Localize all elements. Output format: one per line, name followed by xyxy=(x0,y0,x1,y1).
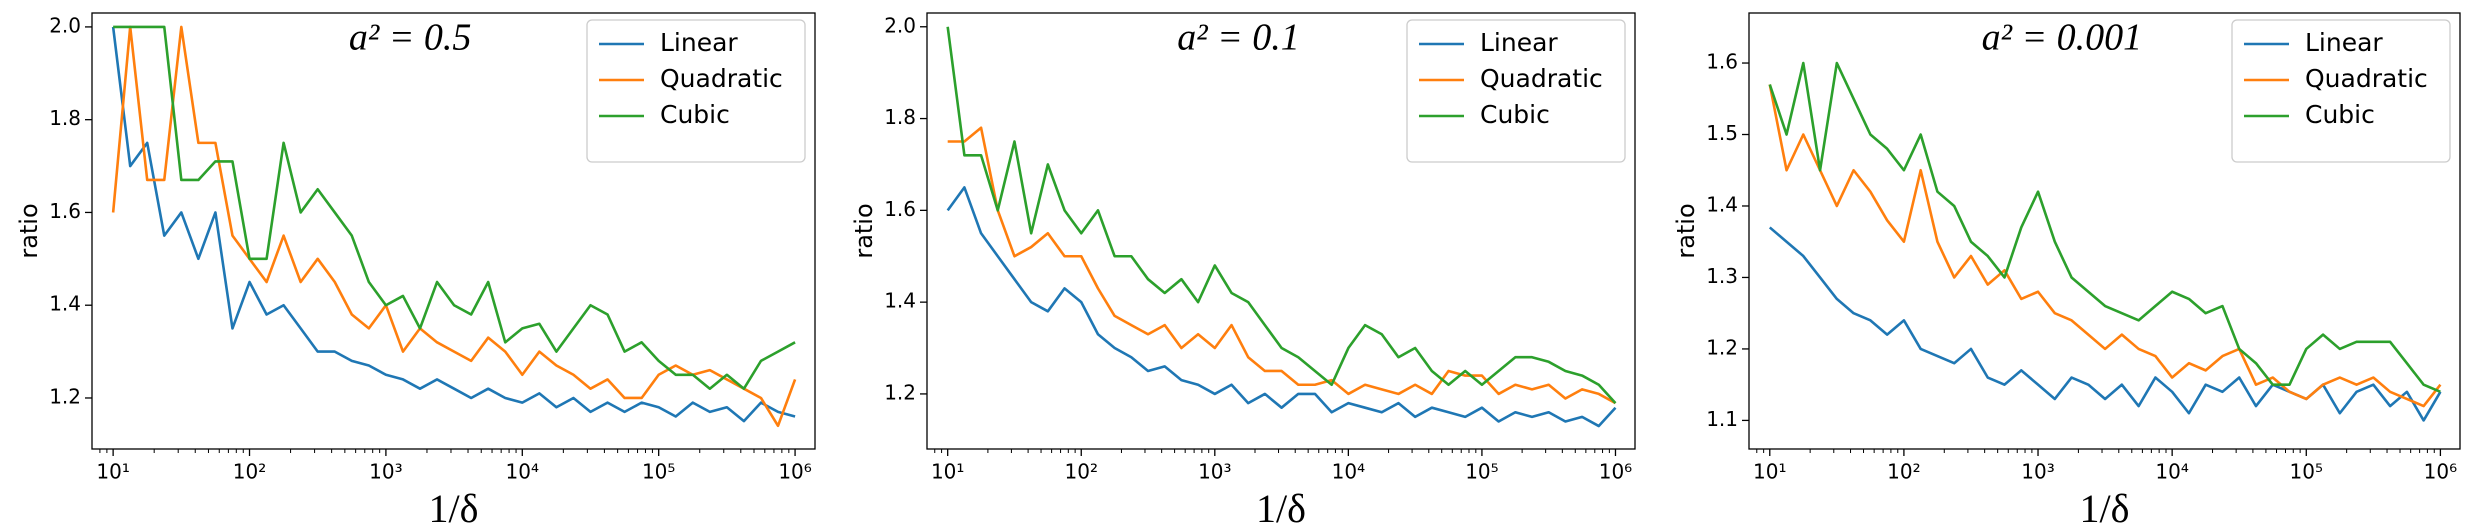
x-tick-label: 10² xyxy=(1065,460,1098,484)
x-axis-label: 1/δ xyxy=(429,486,479,531)
y-tick-label: 2.0 xyxy=(884,13,916,37)
chart-title: a² = 0.001 xyxy=(1982,17,2143,59)
y-tick-label: 1.4 xyxy=(1706,192,1738,216)
series-line xyxy=(111,26,796,423)
y-tick-label: 1.5 xyxy=(1706,121,1738,145)
legend-label: Quadratic xyxy=(2305,64,2428,93)
x-tick-label: 10⁵ xyxy=(2290,460,2323,484)
y-tick-label: 1.4 xyxy=(884,289,916,313)
legend-label: Linear xyxy=(2305,28,2383,57)
panel: 1.1 1.2 1.3 1.4 1.5 1.6 10¹ 10² 10³ 10⁴ 10⁵ 10⁶ a² =… xyxy=(1672,12,2461,531)
y-tick-label: 1.6 xyxy=(884,197,916,221)
series-line xyxy=(947,126,1617,405)
y-tick-label: 1.8 xyxy=(49,106,81,130)
y-tick-label: 1.6 xyxy=(49,199,81,223)
x-tick-label: 10⁶ xyxy=(778,460,811,484)
legend-label: Linear xyxy=(660,28,738,57)
series-line xyxy=(1768,61,2441,394)
x-tick-label: 10² xyxy=(233,460,266,484)
y-tick-label: 1.4 xyxy=(49,292,81,316)
x-tick-label: 10¹ xyxy=(1753,460,1786,484)
series-line xyxy=(1768,226,2442,422)
x-tick-label: 10⁵ xyxy=(1465,460,1498,484)
x-tick-label: 10² xyxy=(1887,460,1920,484)
plot-frame xyxy=(926,12,1636,450)
legend-label: Cubic xyxy=(2305,100,2375,129)
plot-frame xyxy=(91,12,816,450)
y-axis-label: ratio xyxy=(850,203,878,258)
y-tick-label: 1.6 xyxy=(1706,50,1738,74)
panel: 1.2 1.4 1.6 1.8 2.0 10¹ 10² 10³ 10⁴ 10⁵ 10⁶ a² = 0.… xyxy=(15,12,816,531)
x-tick-label: 10⁴ xyxy=(2155,460,2188,484)
y-tick-label: 2.0 xyxy=(49,13,81,37)
legend-label: Cubic xyxy=(1480,100,1550,129)
legend-box xyxy=(2231,19,2451,163)
legend-box xyxy=(1406,19,1626,163)
x-tick-label: 10¹ xyxy=(96,460,129,484)
series-line xyxy=(946,26,1617,404)
legend-label: Quadratic xyxy=(1480,64,1603,93)
legend-box xyxy=(586,19,806,163)
x-tick-label: 10⁶ xyxy=(1599,460,1632,484)
x-tick-label: 10⁶ xyxy=(2424,460,2457,484)
x-tick-label: 10⁵ xyxy=(642,460,675,484)
series-line xyxy=(946,186,1617,428)
panel: 1.2 1.4 1.6 1.8 2.0 10¹ 10² 10³ 10⁴ 10⁵ 10⁶ a² = 0.… xyxy=(850,12,1636,531)
series-line xyxy=(113,25,796,390)
chart-title: a² = 0.5 xyxy=(349,17,472,59)
y-tick-label: 1.2 xyxy=(49,384,81,408)
y-axis-label: ratio xyxy=(1672,203,1700,258)
series-line xyxy=(1768,84,2442,408)
y-axis-label: ratio xyxy=(15,203,43,258)
legend-label: Linear xyxy=(1480,28,1558,57)
legend-label: Quadratic xyxy=(660,64,783,93)
y-tick-label: 1.3 xyxy=(1706,264,1738,288)
x-tick-label: 10¹ xyxy=(931,460,964,484)
x-axis-label: 1/δ xyxy=(1256,486,1306,531)
x-tick-label: 10³ xyxy=(369,460,402,484)
y-tick-label: 1.2 xyxy=(1706,335,1738,359)
y-tick-label: 1.1 xyxy=(1706,407,1738,431)
x-tick-label: 10⁴ xyxy=(506,460,539,484)
y-tick-label: 1.2 xyxy=(884,380,916,404)
x-axis-label: 1/δ xyxy=(2080,486,2130,531)
x-tick-label: 10³ xyxy=(2021,460,2054,484)
chart-title: a² = 0.1 xyxy=(1177,17,1300,59)
legend-label: Cubic xyxy=(660,100,730,129)
x-tick-label: 10⁴ xyxy=(1332,460,1365,484)
plot-frame xyxy=(1748,12,2461,450)
x-tick-label: 10³ xyxy=(1198,460,1231,484)
y-tick-label: 1.8 xyxy=(884,105,916,129)
series-line xyxy=(111,25,797,428)
